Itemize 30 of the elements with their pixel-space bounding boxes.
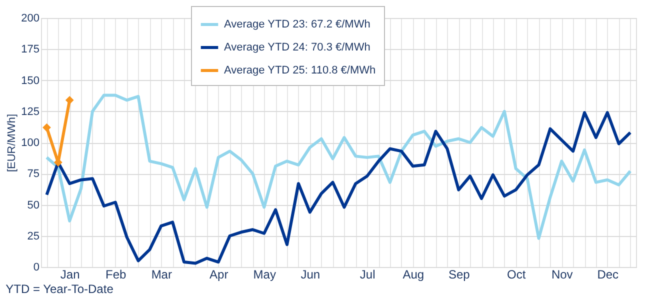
y-tick-label: 175: [21, 44, 40, 56]
x-tick-label: Apr: [210, 268, 228, 282]
point: [65, 96, 74, 104]
y-tick-label: 0: [33, 262, 40, 274]
x-tick-label: Jan: [60, 268, 80, 282]
y-axis-title: [EUR/MWh]: [6, 114, 18, 172]
x-tick-label: Jul: [360, 268, 376, 282]
y-tick-label: 25: [27, 230, 40, 242]
x-tick-label: Sep: [448, 268, 470, 282]
legend-label: Average YTD 24: 70.3 €/MWh: [224, 42, 370, 54]
x-tick-label: Mar: [151, 268, 172, 282]
x-tick-label: Oct: [507, 268, 526, 282]
y-tick-label: 125: [21, 106, 40, 118]
y-tick-label: 50: [27, 199, 40, 212]
y-tick-label: 100: [21, 137, 40, 149]
legend-label: Average YTD 23: 67.2 €/MWh: [224, 18, 370, 30]
y-tick-label: 75: [27, 168, 40, 180]
line-series: [45, 94, 632, 240]
legend-label: Average YTD 25: 110.8 €/MWh: [224, 64, 376, 76]
x-tick-label: Jun: [300, 268, 320, 282]
text: YTD = Year-To-Date: [6, 282, 114, 296]
y-tick-label: 150: [21, 74, 40, 87]
x-tick-label: Nov: [551, 268, 573, 282]
x-tick-label: Dec: [597, 268, 619, 282]
line-series: [45, 111, 632, 265]
x-tick-label: Aug: [402, 268, 424, 282]
point: [42, 123, 51, 132]
y-tick-label: 200: [21, 12, 40, 24]
x-tick-label: May: [253, 268, 276, 282]
x-tick-label: Feb: [106, 268, 127, 282]
